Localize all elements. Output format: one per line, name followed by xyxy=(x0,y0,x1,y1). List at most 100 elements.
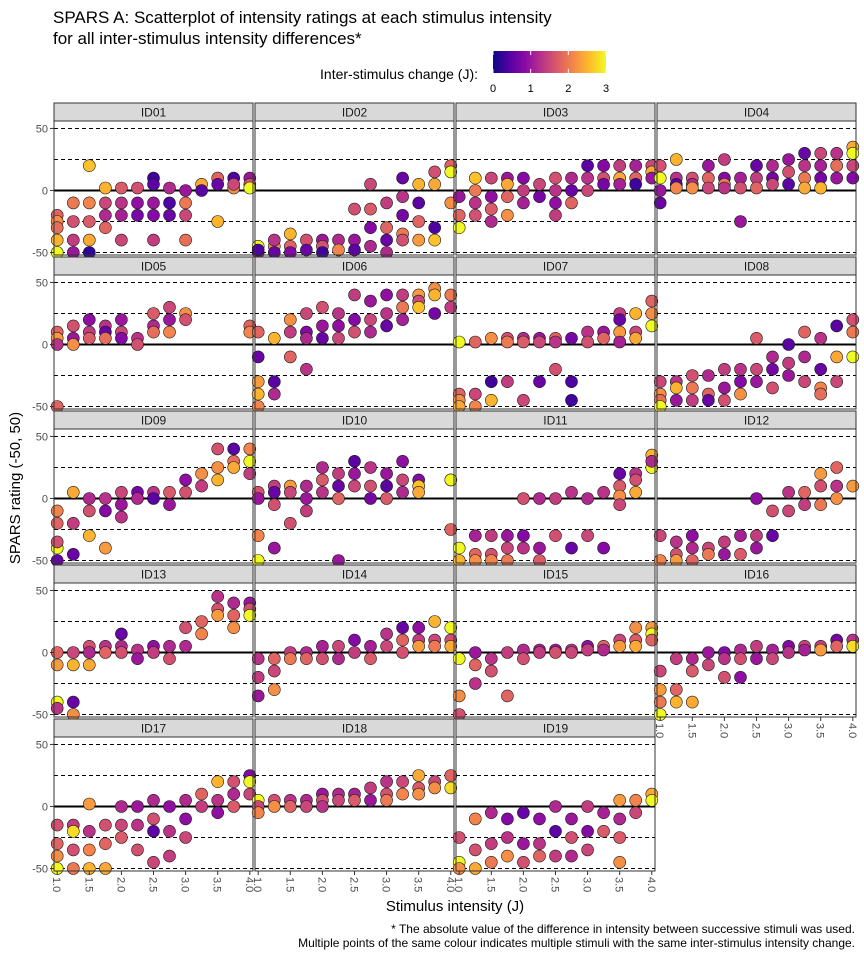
data-point xyxy=(669,535,683,549)
data-point xyxy=(846,639,860,653)
data-point xyxy=(830,159,844,172)
data-point xyxy=(99,196,112,210)
data-point xyxy=(565,184,578,197)
data-point xyxy=(549,196,562,210)
data-point xyxy=(517,184,530,197)
data-point xyxy=(846,479,860,493)
data-point xyxy=(766,529,779,543)
panel-id02: ID02 xyxy=(251,102,458,259)
data-point xyxy=(565,393,578,407)
data-point xyxy=(380,775,393,789)
data-point xyxy=(67,338,80,351)
data-point xyxy=(484,190,498,203)
data-point xyxy=(484,202,498,216)
data-point xyxy=(243,442,257,456)
data-point xyxy=(468,209,482,222)
data-point xyxy=(533,812,546,826)
data-point xyxy=(565,196,578,210)
data-point xyxy=(501,646,514,659)
panel-id12: ID12 xyxy=(653,410,860,567)
data-point xyxy=(468,812,482,826)
data-point xyxy=(50,535,64,549)
data-point xyxy=(798,375,811,389)
data-point xyxy=(766,504,779,518)
x-tick-label: 3.5 xyxy=(814,723,826,738)
data-point xyxy=(99,492,112,505)
x-tick-label: 2.5 xyxy=(147,877,159,892)
data-point xyxy=(316,652,329,666)
data-point xyxy=(179,209,192,222)
data-point xyxy=(251,492,265,505)
data-point xyxy=(565,812,578,826)
data-point xyxy=(300,800,313,813)
data-point xyxy=(484,529,498,543)
legend-ticks: 0 1 2 3 xyxy=(490,51,609,95)
data-point xyxy=(283,350,297,364)
data-point xyxy=(581,824,594,838)
data-point xyxy=(147,233,160,247)
panel-border xyxy=(656,274,857,410)
panel-border xyxy=(656,120,857,256)
x-tick-label: 1.0 xyxy=(50,877,62,892)
y-tick-label: 0 xyxy=(42,647,48,659)
data-point xyxy=(147,812,160,826)
data-point xyxy=(115,510,128,524)
data-point xyxy=(147,209,160,222)
data-point xyxy=(613,812,627,826)
data-point xyxy=(444,781,458,795)
data-point xyxy=(613,498,627,512)
data-point xyxy=(412,300,426,314)
data-point xyxy=(283,325,297,339)
legend-tick-label: 0 xyxy=(490,83,496,95)
data-point xyxy=(653,184,667,197)
data-point xyxy=(364,202,377,216)
panel-border xyxy=(254,428,455,564)
data-point xyxy=(718,652,731,666)
data-point xyxy=(533,541,546,555)
data-point xyxy=(195,800,208,813)
data-point xyxy=(581,184,594,197)
data-point xyxy=(533,492,546,505)
data-point xyxy=(428,307,442,320)
data-point xyxy=(734,375,747,389)
data-point xyxy=(814,498,828,512)
facet-label: ID03 xyxy=(543,106,569,120)
data-point xyxy=(227,787,240,801)
data-point xyxy=(734,529,747,543)
data-point xyxy=(267,387,281,401)
data-point xyxy=(227,178,240,191)
data-point xyxy=(669,181,683,195)
data-point xyxy=(444,473,458,487)
data-point xyxy=(685,181,699,195)
data-point xyxy=(251,529,265,543)
data-point xyxy=(798,485,811,499)
data-point xyxy=(348,467,361,481)
data-point xyxy=(83,843,96,857)
data-point xyxy=(484,664,498,678)
data-point xyxy=(517,806,530,820)
data-point xyxy=(364,325,377,339)
data-point xyxy=(99,331,112,345)
y-tick-label: -50 xyxy=(32,402,48,414)
data-point xyxy=(380,479,393,493)
data-point xyxy=(131,196,144,210)
data-point xyxy=(267,498,281,512)
data-point xyxy=(613,467,627,481)
data-point xyxy=(227,596,240,610)
data-point xyxy=(83,646,96,659)
data-point xyxy=(251,350,265,364)
data-point xyxy=(99,209,112,222)
x-tick-label: 4.0 xyxy=(846,723,858,738)
data-point xyxy=(83,658,96,672)
caption-line-1: * The absolute value of the difference i… xyxy=(391,922,855,936)
data-point xyxy=(581,643,594,657)
data-point xyxy=(501,541,514,555)
data-point xyxy=(115,627,128,641)
data-point xyxy=(179,473,192,487)
data-point xyxy=(412,215,426,228)
chart-title-line-1: SPARS A: Scatterplot of intensity rating… xyxy=(53,8,552,27)
data-point xyxy=(179,639,192,653)
data-point xyxy=(396,233,409,247)
data-point xyxy=(830,479,844,493)
data-point xyxy=(452,190,466,203)
